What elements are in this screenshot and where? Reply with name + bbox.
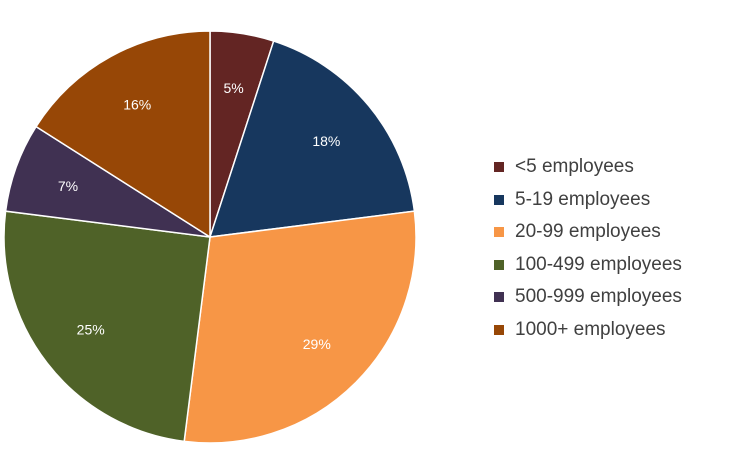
legend-label: 20-99 employees bbox=[515, 221, 661, 243]
legend-label: 5-19 employees bbox=[515, 188, 651, 210]
pie-slice bbox=[35, 30, 211, 239]
pie-slice bbox=[3, 210, 211, 443]
legend-label: 100-499 employees bbox=[515, 253, 682, 275]
slice-percent-label: 25% bbox=[77, 322, 105, 338]
legend-swatch bbox=[494, 194, 504, 205]
legend-item-5-19: 5-19 employees bbox=[494, 184, 682, 217]
slice-percent-label: 16% bbox=[123, 97, 151, 113]
pie-slice bbox=[208, 40, 416, 238]
legend-item-500-999: 500-999 employees bbox=[494, 281, 682, 314]
slice-percent-label: 5% bbox=[224, 80, 244, 96]
legend-swatch bbox=[494, 162, 504, 173]
legend-item-lt5: <5 employees bbox=[494, 151, 682, 184]
legend-label: 500-999 employees bbox=[515, 286, 682, 308]
legend-label: <5 employees bbox=[515, 156, 634, 178]
pie-slices bbox=[3, 30, 417, 444]
legend-swatch bbox=[494, 259, 504, 270]
legend-label: 1000+ employees bbox=[515, 318, 666, 340]
pie-data-labels: 5% 18% 29% 25% 7% 16% bbox=[58, 80, 341, 352]
slice-percent-label: 7% bbox=[58, 178, 78, 194]
legend-item-20-99: 20-99 employees bbox=[494, 216, 682, 249]
pie-slice bbox=[183, 210, 417, 444]
legend-swatch bbox=[494, 292, 504, 303]
legend-swatch bbox=[494, 227, 504, 238]
legend-item-100-499: 100-499 employees bbox=[494, 249, 682, 282]
legend-item-1000plus: 1000+ employees bbox=[494, 314, 682, 347]
legend-swatch bbox=[494, 324, 504, 335]
slice-percent-label: 29% bbox=[303, 336, 331, 352]
legend: <5 employees 5-19 employees 20-99 employ… bbox=[494, 151, 682, 346]
slice-percent-label: 18% bbox=[312, 133, 340, 149]
